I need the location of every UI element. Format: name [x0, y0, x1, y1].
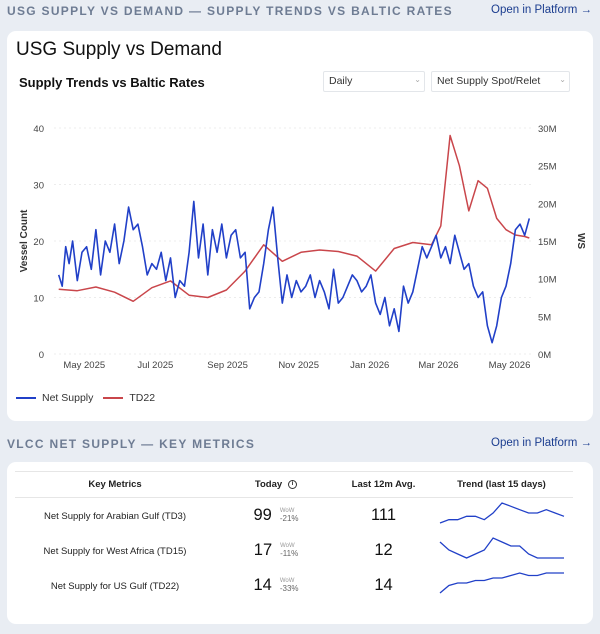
card-title: USG Supply vs Demand	[16, 39, 222, 60]
x-tick-label: Jul 2025	[137, 360, 173, 371]
section-title: VLCC NET SUPPLY — KEY METRICS	[7, 437, 256, 451]
metric-select-value: Net Supply Spot/Relet	[437, 75, 541, 87]
trend-sparkline	[439, 536, 564, 559]
y2-axis-title: WS	[575, 233, 586, 249]
x-tick-label: Mar 2026	[418, 360, 458, 371]
sparkline-path	[439, 501, 564, 524]
legend-label: TD22	[129, 392, 156, 404]
trend-sparkline	[439, 501, 564, 524]
avg-value: 111	[370, 505, 397, 524]
column-header-today: Today	[254, 479, 283, 490]
y-tick-label: 40	[33, 124, 44, 135]
y-tick-label: 20	[33, 237, 44, 248]
x-tick-label: Nov 2025	[278, 360, 319, 371]
y2-tick-label: 20M	[538, 199, 557, 210]
wow-change: -21%	[279, 513, 299, 523]
metric-label: Net Supply for US Gulf (TD22)	[50, 581, 180, 592]
x-tick-label: May 2025	[63, 360, 105, 371]
column-header: Today i	[215, 471, 337, 498]
chevron-down-icon: ⌄	[559, 75, 566, 84]
metric-label: Net Supply for Arabian Gulf (TD3)	[43, 511, 187, 523]
legend-item-td22[interactable]: TD22	[103, 392, 155, 404]
today-value: 99	[253, 505, 272, 524]
y2-tick-label: 0M	[538, 350, 551, 361]
legend-item-net-supply[interactable]: Net Supply	[16, 392, 93, 404]
sparkline-path	[439, 571, 564, 593]
x-tick-label: Sep 2025	[207, 360, 248, 371]
trend-sparkline	[439, 571, 564, 593]
y2-tick-label: 15M	[538, 237, 557, 248]
column-header: Last 12m Avg.	[337, 471, 430, 498]
section-header-metrics: VLCC NET SUPPLY — KEY METRICS Open in Pl…	[0, 433, 600, 457]
frequency-select[interactable]: Daily ⌄	[323, 71, 425, 92]
y-tick-label: 10	[33, 294, 44, 305]
key-metrics-card: Key Metrics Today i Last 12m Avg. Trend (…	[7, 462, 593, 624]
y-tick-label: 30	[33, 181, 44, 192]
section-title: USG SUPPLY VS DEMAND — SUPPLY TRENDS VS …	[7, 4, 453, 18]
y-axis-title: Vessel Count	[19, 209, 30, 272]
today-value: 14	[253, 575, 272, 594]
x-tick-label: Jan 2026	[350, 360, 389, 371]
sparkline-path	[439, 536, 564, 559]
table-row[interactable]: Net Supply for West Africa (TD15) 17 WoW -1…	[15, 533, 573, 568]
metric-label: Net Supply for West Africa (TD15)	[43, 546, 187, 557]
frequency-select-value: Daily	[329, 75, 353, 87]
wow-change: -33%	[279, 583, 299, 593]
y2-tick-label: 5M	[538, 312, 551, 323]
table-row[interactable]: Net Supply for US Gulf (TD22) 14 WoW -33% 14	[15, 568, 573, 603]
wow-label: WoW	[279, 577, 295, 584]
info-icon[interactable]: i	[288, 479, 298, 489]
wow-label: WoW	[280, 542, 295, 549]
section-header-supply: USG SUPPLY VS DEMAND — SUPPLY TRENDS VS …	[0, 0, 600, 24]
chart-subtitle: Supply Trends vs Baltic Rates	[19, 75, 205, 90]
wow-change: -11%	[280, 548, 299, 558]
y2-tick-label: 25M	[538, 162, 557, 173]
y-tick-label: 0	[39, 350, 44, 361]
series-line-td22[interactable]	[58, 134, 530, 303]
chevron-down-icon: ⌄	[414, 75, 421, 84]
open-in-platform-link[interactable]: Open in Platform →	[491, 4, 592, 16]
x-tick-label: May 2026	[489, 360, 531, 371]
legend-swatch	[103, 397, 124, 399]
supply-line-chart[interactable]: 0 10 20 30 40 0M 5M 10M 15M 20M 25M 30M May 2025 Jul …	[7, 31, 593, 421]
key-metrics-table: Key Metrics Today i Last 12m Avg. Trend (…	[15, 471, 573, 603]
legend-swatch	[16, 397, 36, 399]
avg-value: 14	[374, 575, 393, 594]
metric-select[interactable]: Net Supply Spot/Relet ⌄	[431, 71, 570, 92]
column-header: Key Metrics	[15, 471, 215, 498]
table-header-row: Key Metrics Today i Last 12m Avg. Trend (…	[15, 471, 573, 498]
avg-value: 12	[374, 540, 393, 559]
y2-tick-label: 30M	[538, 124, 557, 135]
supply-demand-card: USG Supply vs Demand Supply Trends vs Ba…	[7, 31, 593, 421]
table-row[interactable]: Net Supply for Arabian Gulf (TD3) 99 WoW -2…	[15, 498, 573, 533]
y2-tick-label: 10M	[538, 275, 557, 286]
today-value: 17	[253, 540, 273, 559]
wow-label: WoW	[279, 507, 295, 514]
column-header: Trend (last 15 days)	[430, 471, 573, 498]
chart-legend: Net Supply TD22	[16, 389, 165, 407]
open-in-platform-link[interactable]: Open in Platform →	[491, 437, 592, 449]
series-line-net-supply[interactable]	[57, 200, 531, 344]
legend-label: Net Supply	[42, 392, 94, 404]
